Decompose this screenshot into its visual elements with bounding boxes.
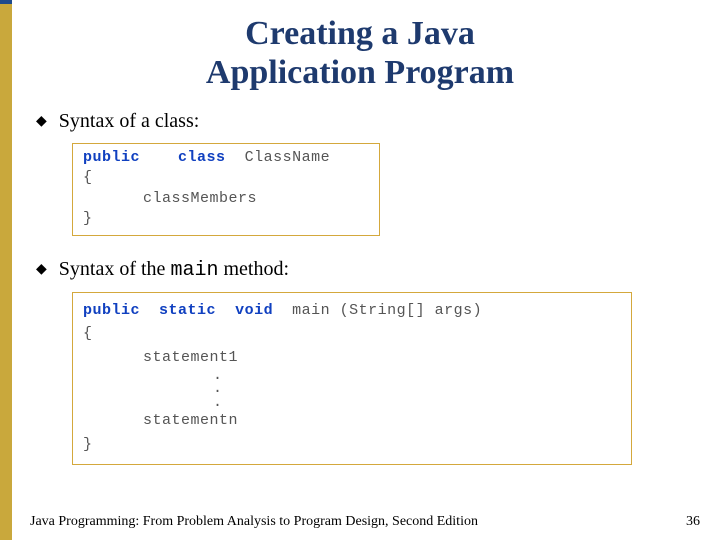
accent-stripe-main: [0, 4, 12, 540]
code-line: {: [83, 168, 369, 188]
code-line: .: [83, 382, 621, 396]
slide-body: ◆ Syntax of a class: public class ClassN…: [0, 92, 720, 465]
code-line: {: [83, 322, 621, 345]
keyword-static: static: [159, 302, 216, 319]
code-classname: ClassName: [245, 149, 331, 166]
code-line: }: [83, 433, 621, 456]
code-line: public class ClassName: [83, 148, 369, 168]
page-number: 36: [686, 514, 700, 530]
footer-text: Java Programming: From Problem Analysis …: [30, 514, 478, 530]
code-box-main: public static void main (String[] args) …: [72, 292, 632, 465]
bullet-1-text: Syntax of a class:: [59, 110, 200, 133]
keyword-class: class: [178, 149, 226, 166]
diamond-icon: ◆: [36, 261, 47, 278]
diamond-icon: ◆: [36, 113, 47, 130]
keyword-public: public: [83, 302, 140, 319]
slide-title: Creating a Java Application Program: [0, 0, 720, 92]
code-line: .: [83, 369, 621, 383]
code-line: statement1: [83, 346, 621, 369]
code-line: }: [83, 209, 369, 229]
bullet-2-text: Syntax of the main method:: [59, 258, 289, 282]
slide-footer: Java Programming: From Problem Analysis …: [30, 514, 700, 530]
title-line-2: Application Program: [206, 54, 514, 91]
accent-stripe: [0, 0, 12, 540]
code-line: .: [83, 396, 621, 410]
keyword-void: void: [235, 302, 273, 319]
code-line: public static void main (String[] args): [83, 299, 621, 322]
code-line: statementn: [83, 409, 621, 432]
keyword-public: public: [83, 149, 140, 166]
code-box-class: public class ClassName { classMembers }: [72, 143, 380, 236]
bullet-1: ◆ Syntax of a class:: [36, 110, 690, 133]
bullet-2: ◆ Syntax of the main method:: [36, 258, 690, 282]
title-line-1: Creating a Java: [245, 15, 475, 52]
code-line: classMembers: [83, 189, 369, 209]
code-main-sig: main (String[] args): [292, 302, 482, 319]
